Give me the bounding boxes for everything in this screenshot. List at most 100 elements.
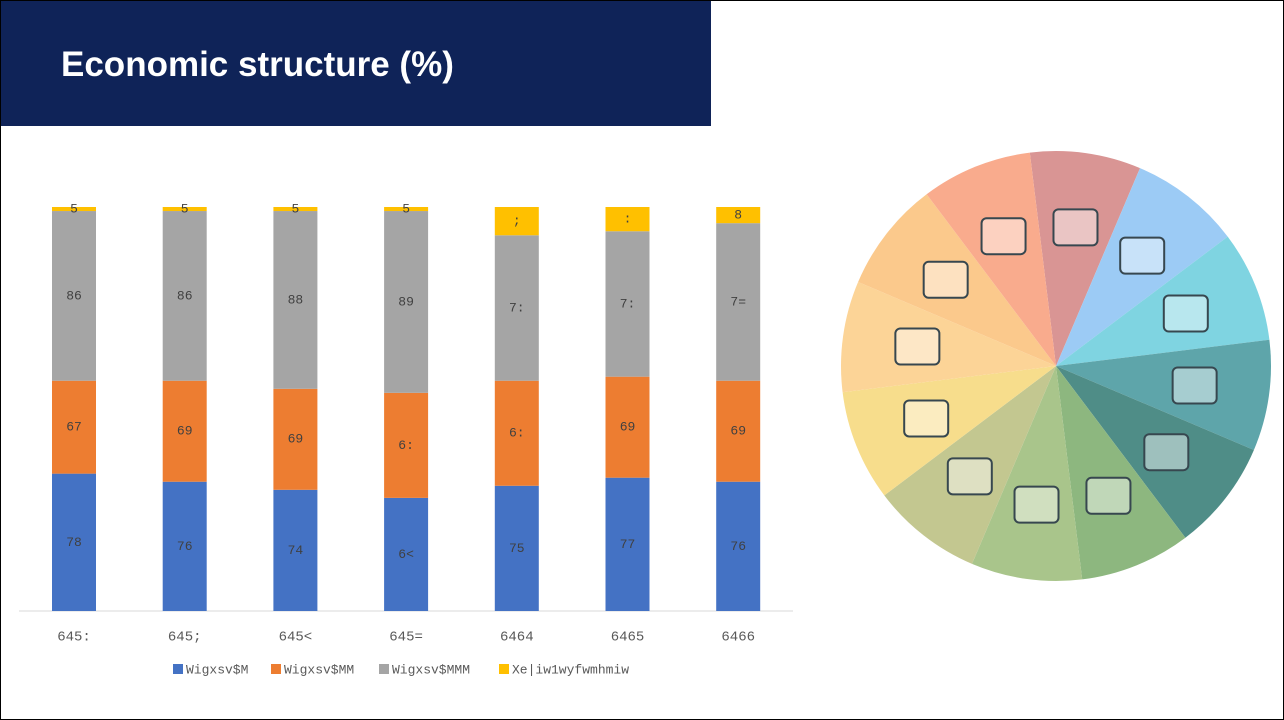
data-label: 8: [734, 208, 742, 223]
bar-segment: [273, 207, 318, 212]
data-label: 7:: [509, 300, 525, 315]
data-label: 5: [291, 201, 299, 216]
data-label: 69: [730, 424, 746, 439]
bar-segment: [273, 489, 318, 611]
wheel-slice: [1056, 236, 1270, 366]
wheel-slice: [858, 194, 1056, 366]
x-tick-label: 6464: [500, 630, 534, 646]
bar-segment: [273, 211, 318, 389]
bar-segment: [162, 481, 207, 611]
bar-segment: [605, 231, 650, 377]
wheel-slice: [1029, 151, 1141, 366]
data-label: 67: [66, 420, 82, 435]
data-label: 86: [177, 288, 193, 303]
legend-swatch: [173, 664, 183, 674]
wheel-icon: [1052, 208, 1099, 247]
legend-label: Wigxsv$MMM: [392, 662, 470, 677]
x-tick-label: 645<: [279, 630, 313, 646]
wheel-slice: [842, 366, 1056, 496]
bar-segment: [716, 207, 761, 224]
wheel-slice: [1056, 339, 1271, 451]
wheel-slice: [971, 366, 1083, 581]
bar-segment: [494, 380, 539, 486]
bar-segment: [494, 235, 539, 381]
bar-segment: [384, 392, 429, 498]
data-label: 7=: [730, 294, 746, 309]
bar-segment: [494, 485, 539, 611]
bar-segment: [605, 376, 650, 478]
bar-segment: [384, 211, 429, 393]
data-label: 86: [66, 288, 82, 303]
bar-segment: [52, 211, 96, 381]
wheel-slice: [884, 366, 1056, 564]
data-label: 6<: [398, 547, 414, 562]
slide-title: Economic structure (%): [61, 45, 454, 84]
wheel-icon: [1085, 476, 1132, 515]
wheel-icon: [1119, 236, 1166, 275]
wheel-icon: [946, 457, 993, 496]
bar-segment: [384, 497, 429, 611]
wheel-icon: [1143, 433, 1190, 472]
data-label: 77: [620, 537, 636, 552]
wheel-icon: [922, 260, 969, 299]
data-label: 89: [398, 294, 414, 309]
bar-segment: [52, 473, 96, 611]
data-label: 69: [177, 424, 193, 439]
legend-label: Xe|iw1wyfwmhmiw: [512, 662, 629, 677]
bar-segment: [273, 388, 318, 490]
bar-segment: [494, 207, 539, 236]
bar-segment: [162, 211, 207, 381]
data-label: 78: [66, 535, 82, 550]
bar-segment: [716, 380, 761, 482]
data-label: 88: [288, 292, 304, 307]
wheel-icon: [980, 217, 1027, 256]
legend-swatch: [271, 664, 281, 674]
wheel-slice: [926, 152, 1056, 366]
data-label: ;: [513, 214, 521, 229]
bar-segment: [716, 481, 761, 611]
wheel-slice: [1056, 366, 1186, 580]
bar-segment: [605, 207, 650, 232]
data-label: 75: [509, 541, 525, 556]
legend-swatch: [499, 664, 509, 674]
bar-segment: [52, 207, 96, 212]
data-label: 5: [181, 201, 189, 216]
wheel-icon: [903, 399, 950, 438]
wheel-slice: [1056, 168, 1228, 366]
wheel-slice: [841, 281, 1056, 393]
wheel-icon: [1162, 294, 1209, 333]
legend-label: Wigxsv$M: [186, 662, 248, 677]
data-label: 5: [70, 201, 78, 216]
decorative-wheel: [841, 151, 1271, 581]
wheel-icon: [1171, 366, 1218, 405]
data-label: 74: [288, 543, 304, 558]
bar-segment: [162, 207, 207, 212]
x-tick-label: 6465: [611, 630, 645, 646]
wheel-icon: [894, 327, 941, 366]
data-label: 76: [177, 539, 193, 554]
x-tick-label: 645;: [168, 630, 202, 646]
bar-segment: [384, 207, 429, 212]
wheel-slice: [1056, 366, 1254, 538]
data-label: 69: [288, 432, 304, 447]
data-label: 76: [730, 539, 746, 554]
bar-segment: [52, 380, 96, 474]
data-label: 69: [620, 420, 636, 435]
legend-label: Wigxsv$MM: [284, 662, 354, 677]
x-tick-label: 645=: [389, 630, 423, 646]
data-label: :: [624, 212, 632, 227]
data-label: 6:: [509, 426, 525, 441]
data-label: 5: [402, 201, 410, 216]
legend-swatch: [379, 664, 389, 674]
bar-segment: [716, 223, 761, 381]
bar-segment: [605, 477, 650, 611]
header-band: Economic structure (%): [1, 1, 711, 126]
data-label: 6:: [398, 438, 414, 453]
x-tick-label: 645:: [57, 630, 91, 646]
bar-segment: [162, 380, 207, 482]
data-label: 7:: [620, 296, 636, 311]
wheel-icon: [1013, 485, 1060, 524]
x-tick-label: 6466: [721, 630, 755, 646]
